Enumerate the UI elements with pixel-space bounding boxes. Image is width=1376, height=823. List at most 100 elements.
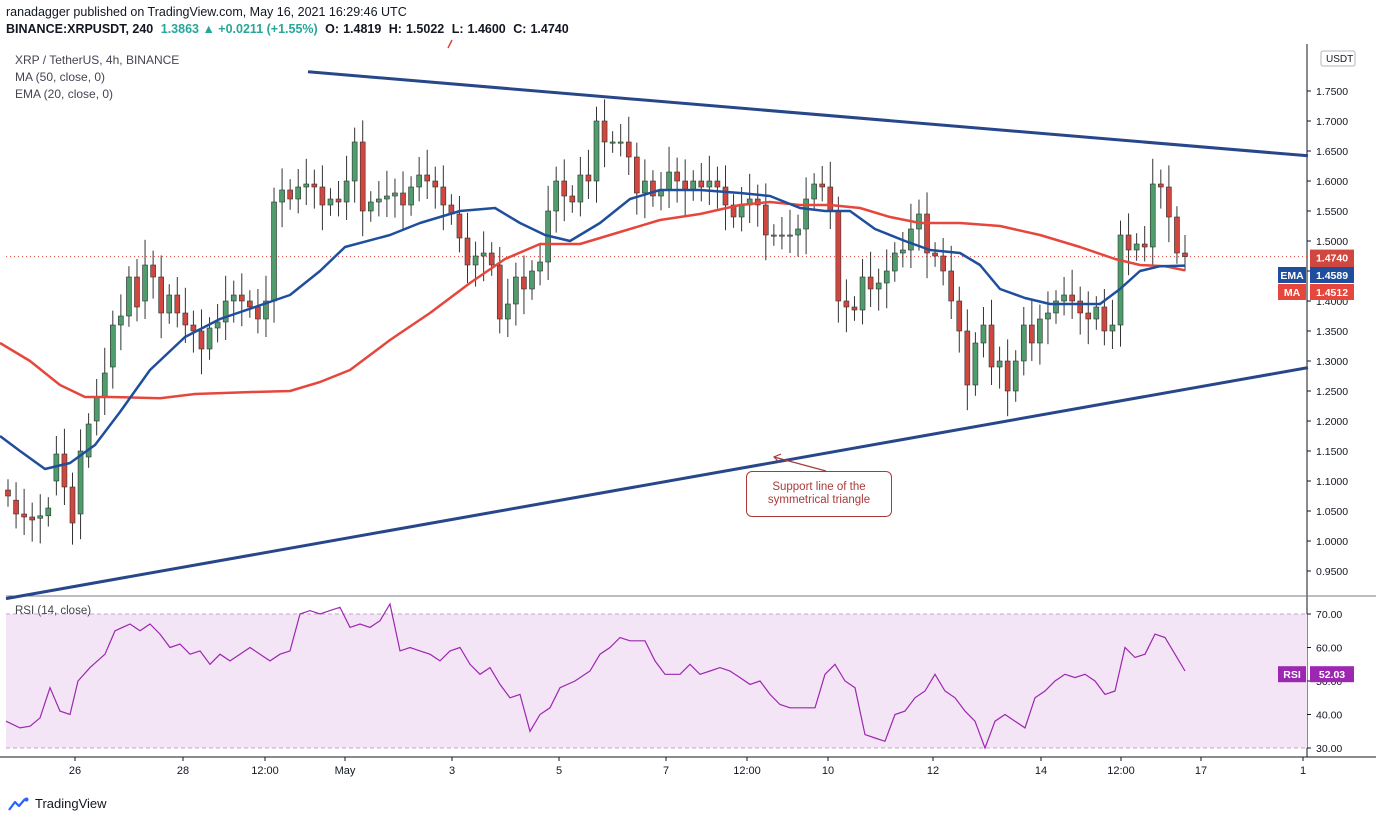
candle-body — [182, 312, 189, 326]
time-tick-label: 12 — [927, 765, 939, 777]
candle-body — [779, 234, 785, 237]
last-price-badge-value: 1.4740 — [1316, 253, 1348, 265]
candle-body — [351, 141, 358, 182]
candle-body — [359, 141, 366, 212]
annotation-pointer — [773, 456, 827, 472]
candle-body — [698, 180, 705, 188]
candle-body — [513, 276, 519, 305]
candle-body — [972, 342, 979, 386]
candle-body — [883, 270, 890, 284]
ohlc-l-value: 1.4600 — [467, 22, 506, 36]
time-tick-label: 10 — [822, 765, 834, 777]
candle-body — [1093, 306, 1100, 320]
price-tick-label: 1.3500 — [1316, 326, 1348, 338]
candle-body — [1133, 243, 1140, 251]
candle-body — [271, 201, 277, 302]
candle-body — [110, 324, 116, 368]
candle-body — [45, 507, 52, 517]
tradingview-icon — [8, 797, 29, 811]
candle-body — [601, 120, 608, 143]
rsi-tick-label: 60.00 — [1316, 643, 1342, 655]
candle-body — [771, 234, 777, 237]
candle-body — [569, 195, 576, 203]
candle-body — [650, 180, 656, 197]
rsi-badge-value: 52.03 — [1319, 669, 1345, 681]
rsi-tick-label: 70.00 — [1316, 609, 1342, 621]
price-tick-label: 1.5500 — [1316, 206, 1348, 218]
candle-body — [1085, 312, 1092, 320]
ma-badge-label: MA — [1284, 287, 1301, 299]
candle-body — [1020, 324, 1027, 362]
candle-body — [134, 276, 140, 308]
candle-body — [505, 303, 511, 320]
rsi-badge-label: RSI — [1283, 669, 1301, 681]
candle-body — [400, 192, 406, 206]
candle-body — [480, 252, 487, 257]
candle-body — [843, 300, 850, 308]
rsi-badge-label-box — [1278, 666, 1306, 683]
candle-body — [61, 453, 68, 488]
price-tick-label: 1.6000 — [1316, 176, 1348, 188]
candle-body — [642, 180, 648, 194]
time-tick-label: 28 — [177, 765, 189, 777]
candle-body — [472, 255, 479, 266]
time-tick-label: 5 — [556, 765, 562, 777]
candle-body — [456, 213, 463, 239]
ema-badge-label-box — [1278, 267, 1306, 283]
candle-body — [1069, 294, 1075, 302]
candle-body — [142, 264, 148, 302]
candle-body — [432, 180, 439, 188]
candle-body — [384, 195, 390, 200]
time-tick-label: 12:00 — [251, 765, 279, 777]
candle-body — [255, 306, 261, 320]
candle-body — [674, 171, 680, 182]
candle-body — [335, 198, 342, 203]
candle-body — [198, 330, 205, 350]
candle-body — [561, 180, 568, 197]
candle-body — [408, 186, 414, 206]
candle-body — [13, 499, 19, 515]
annotation-arrowhead — [772, 453, 782, 463]
usdt-label: USDT — [1326, 54, 1353, 65]
candle-body — [69, 486, 76, 524]
trendline-resistance — [307, 70, 1309, 158]
candle-body — [93, 396, 100, 422]
candle-body — [230, 294, 237, 302]
candle-body — [21, 513, 27, 518]
rsi-line — [5, 602, 1186, 750]
candle-body — [819, 183, 826, 188]
candle-body — [1061, 294, 1067, 302]
tradingview-logo[interactable]: TradingView — [8, 796, 107, 811]
usdt-box — [1320, 50, 1356, 67]
price-tick-label: 1.0500 — [1316, 506, 1348, 518]
candle-body — [118, 315, 124, 326]
candle-body — [1045, 312, 1051, 320]
candle-body — [577, 174, 584, 203]
price-tick-label: 1.1500 — [1316, 446, 1348, 458]
ma-badge-label-box — [1278, 284, 1306, 300]
price-tick-label: 1.2500 — [1316, 386, 1348, 398]
time-tick-label: 3 — [449, 765, 455, 777]
candle-body — [424, 174, 431, 182]
candle-body — [319, 186, 326, 206]
price-change: 1.3863 ▲ +0.0211 (+1.55%) — [160, 22, 318, 36]
legend-ma: MA (50, close, 0) — [15, 70, 106, 84]
candle-body — [980, 324, 987, 344]
ma-badge-value-box — [1310, 284, 1354, 300]
candle-body — [367, 201, 374, 212]
candle-body — [996, 360, 1003, 368]
candle-body — [803, 198, 809, 230]
candle-body — [714, 180, 721, 188]
candle-body — [617, 141, 624, 144]
candle-body — [166, 294, 173, 314]
time-tick-label: May — [335, 765, 356, 777]
candle-body — [416, 174, 422, 188]
candle-body — [1141, 243, 1148, 248]
candle-body — [875, 282, 882, 290]
price-tick-label: 1.7000 — [1316, 116, 1348, 128]
candle-body — [206, 327, 213, 350]
candle-body — [1109, 324, 1116, 332]
candle-body — [488, 252, 495, 266]
candle-body — [37, 515, 44, 519]
